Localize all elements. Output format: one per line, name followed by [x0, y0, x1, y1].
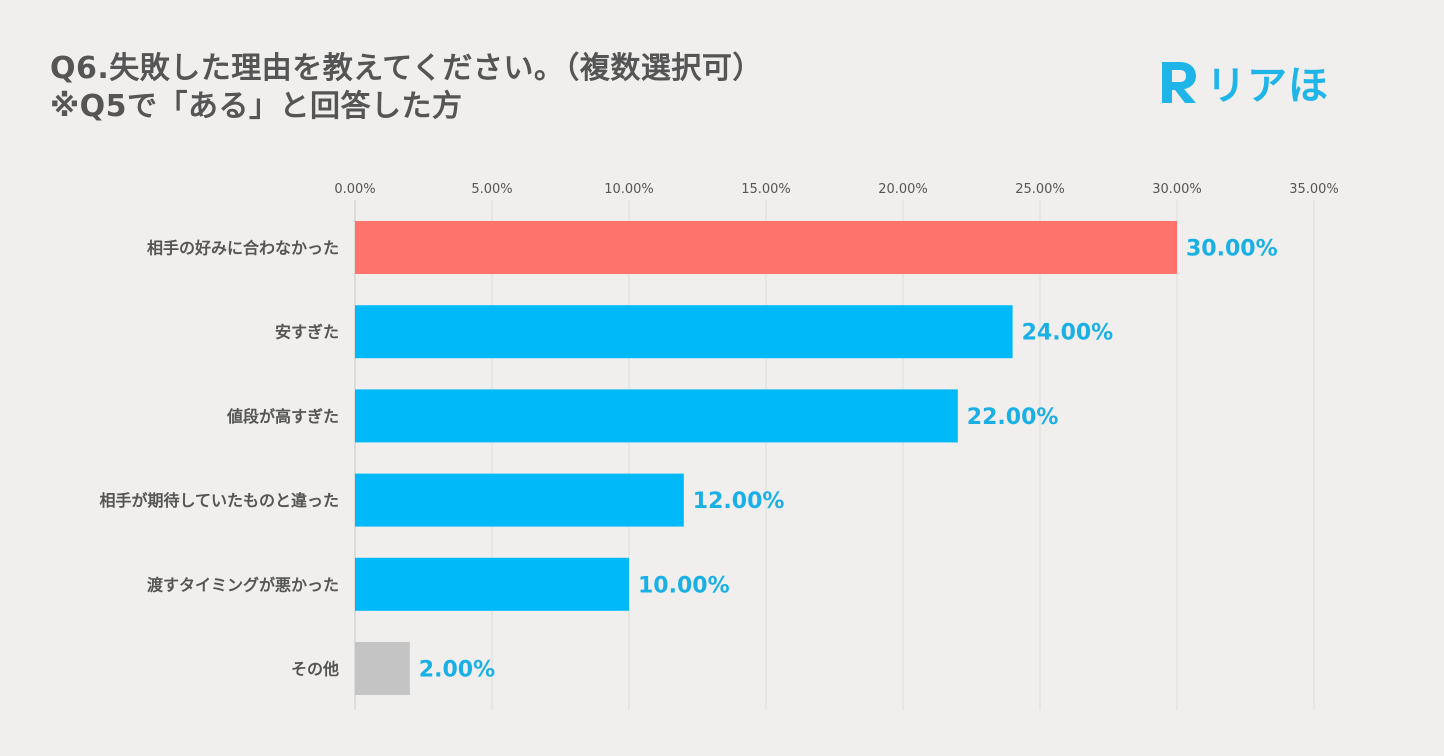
x-tick-label: 5.00% — [471, 182, 512, 197]
x-tick-label: 35.00% — [1289, 182, 1339, 197]
x-tick-label: 30.00% — [1152, 182, 1202, 197]
data-label: 22.00% — [967, 405, 1059, 430]
logo-text: リアほ — [1206, 63, 1329, 109]
x-tick-label: 15.00% — [741, 182, 791, 197]
data-label: 2.00% — [419, 658, 495, 683]
category-label: 相手が期待していたものと違った — [99, 491, 339, 510]
bar — [355, 642, 410, 695]
bar — [355, 557, 629, 611]
data-label: 12.00% — [693, 489, 785, 514]
bar — [355, 473, 684, 527]
data-label: 10.00% — [638, 573, 730, 598]
x-tick-label: 10.00% — [604, 182, 654, 197]
category-label: 相手の好みに合わなかった — [147, 239, 339, 258]
x-tick-label: 0.00% — [334, 182, 375, 197]
category-label: その他 — [291, 660, 339, 679]
category-label: 値段が高すぎた — [226, 407, 339, 426]
title-line-1: Q6.失敗した理由を教えてください。（複数選択可） — [50, 51, 763, 86]
data-label: 24.00% — [1022, 321, 1114, 346]
data-label: 30.00% — [1186, 237, 1278, 262]
category-label: 安すぎた — [275, 323, 339, 342]
title-line-2: ※Q5で「ある」と回答した方 — [50, 89, 463, 124]
r-letter-icon — [1162, 62, 1196, 103]
brand-logo: リアほ — [1156, 56, 1329, 109]
bar — [355, 389, 958, 443]
chart-title: Q6.失敗した理由を教えてください。（複数選択可） ※Q5で「ある」と回答した方 — [50, 50, 763, 126]
x-tick-label: 20.00% — [878, 182, 928, 197]
x-tick-label: 25.00% — [1015, 182, 1065, 197]
bar — [355, 305, 1013, 359]
bar — [355, 221, 1177, 274]
category-label: 渡すタイミングが悪かった — [147, 575, 339, 594]
